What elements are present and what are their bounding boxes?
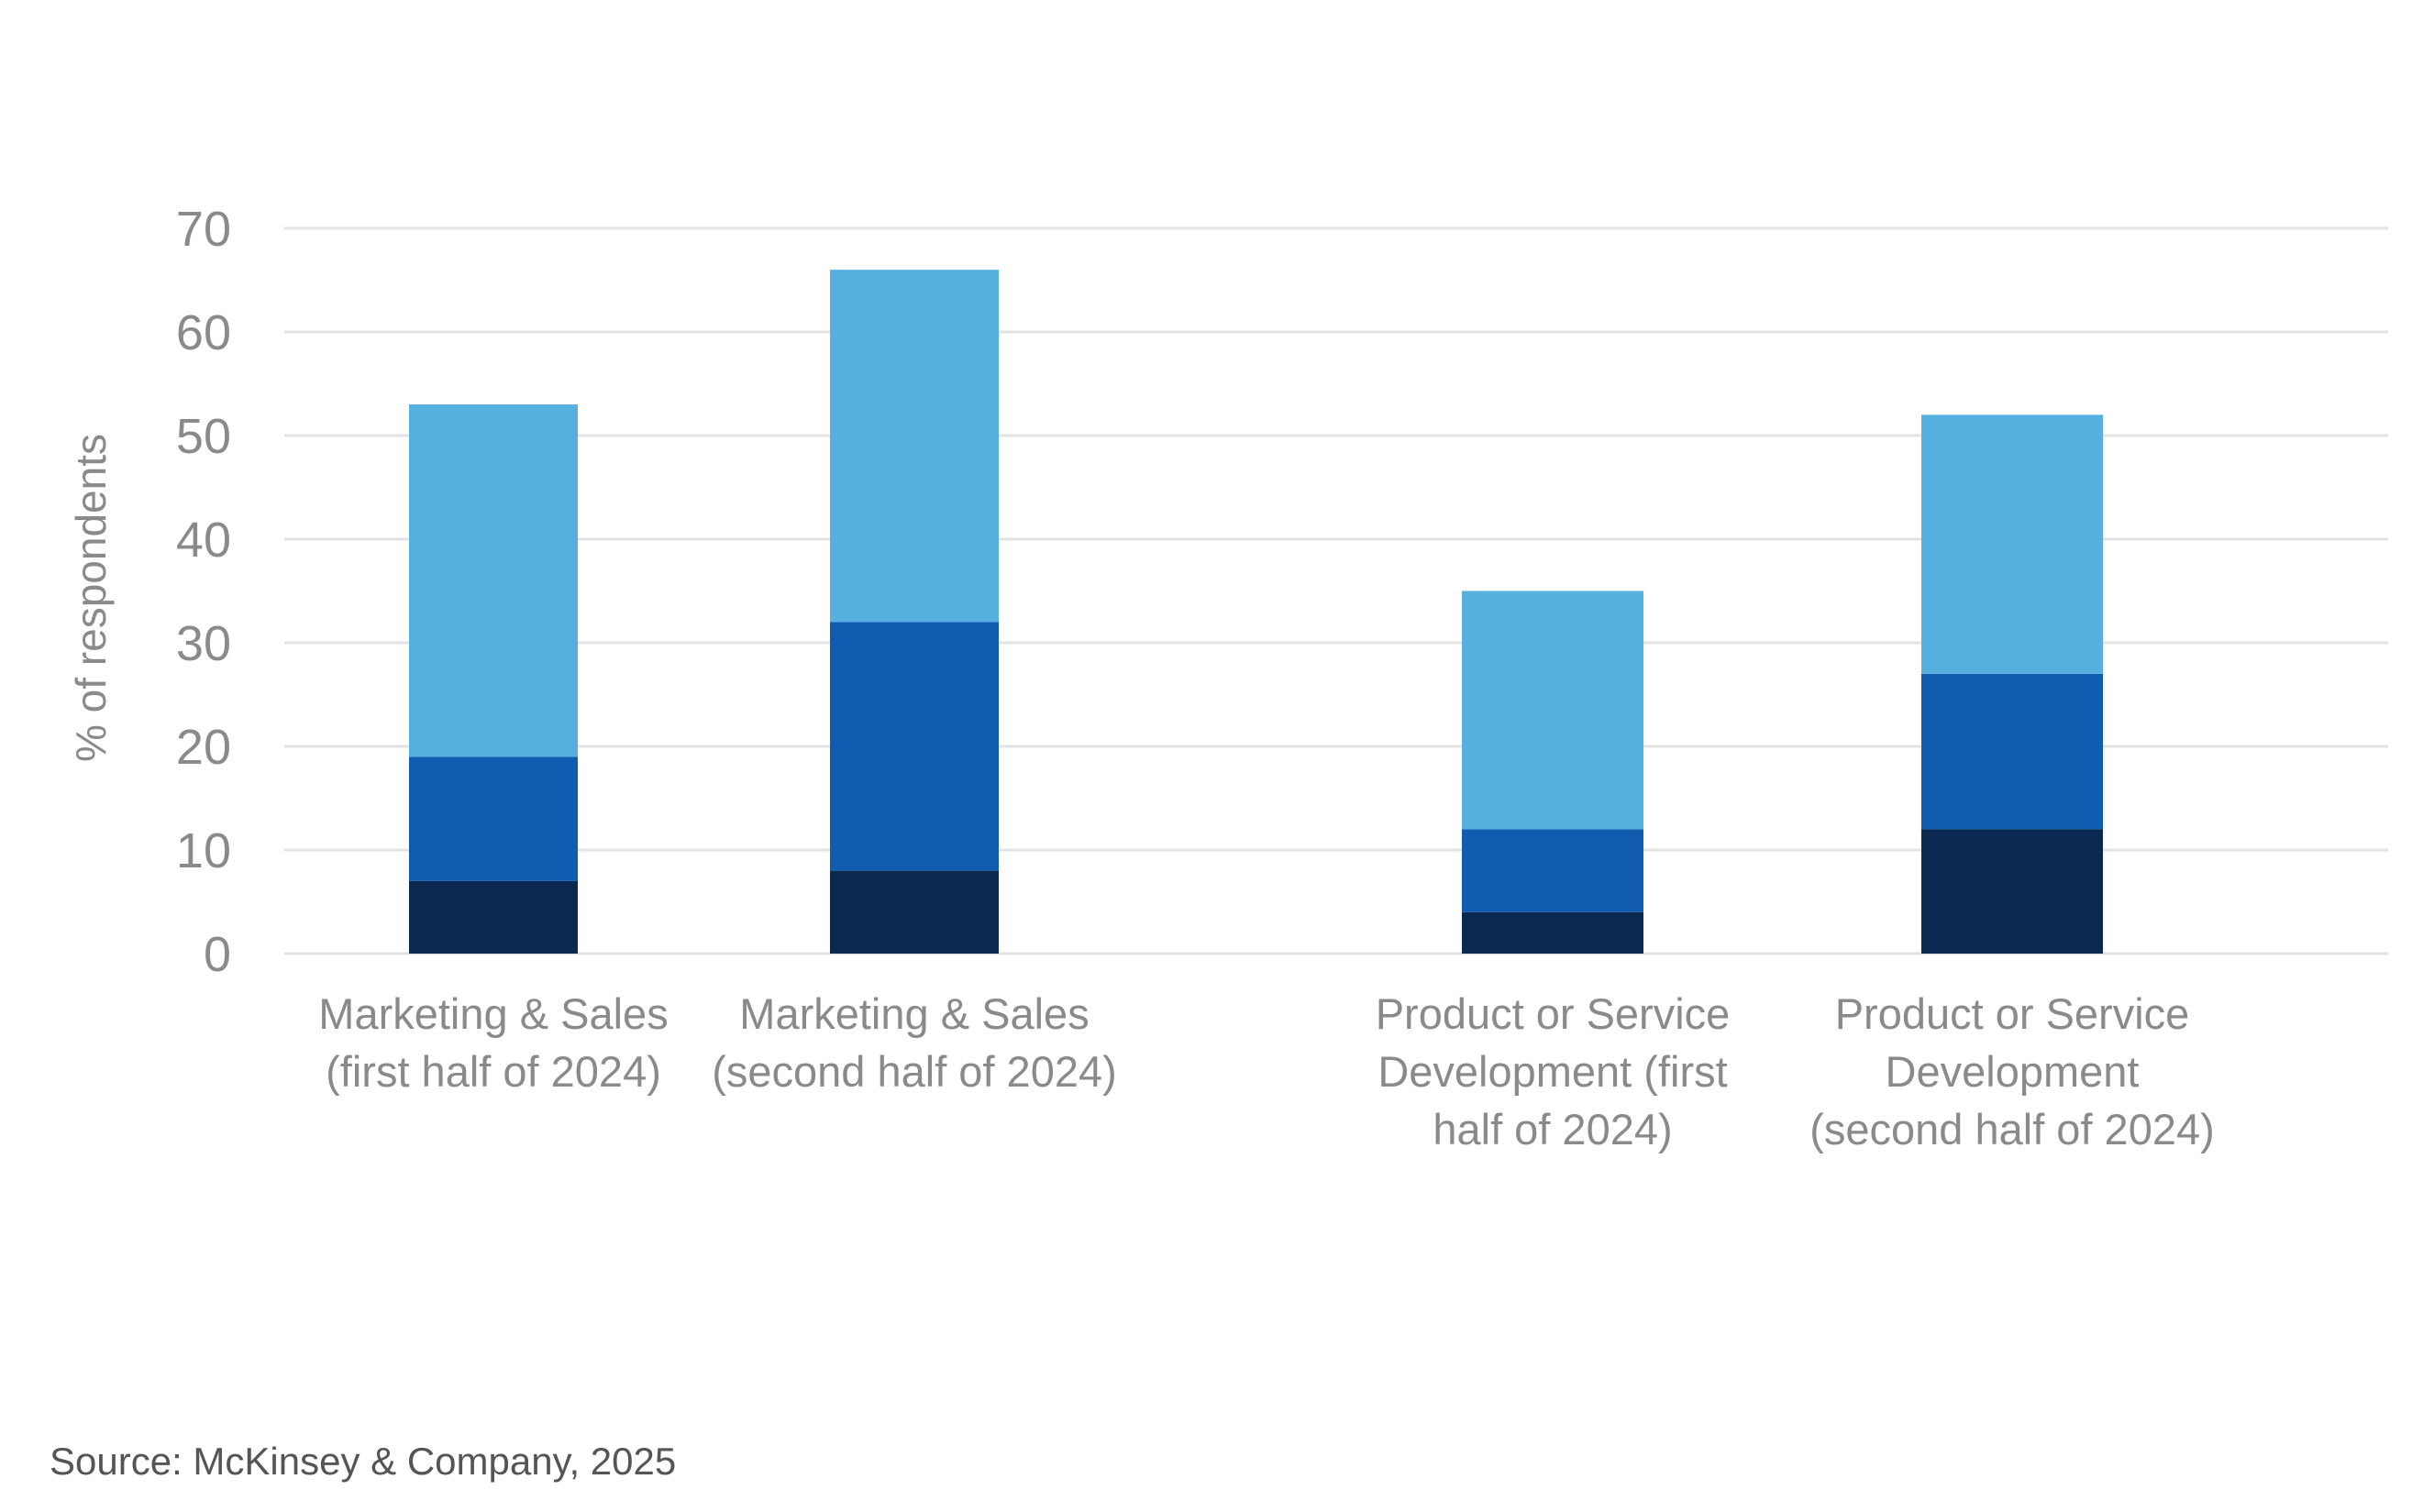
bar-segment-1-2 — [830, 270, 999, 623]
bars — [409, 270, 2103, 954]
y-tick-label: 10 — [176, 823, 231, 878]
bar-segment-1-0 — [830, 870, 999, 954]
x-category-label: Marketing & Sales (first half of 2024) — [318, 989, 668, 1096]
bar-segment-3-1 — [1921, 673, 2103, 830]
x-category-label-line: Product or Service — [1835, 989, 2190, 1038]
y-tick-label: 30 — [176, 616, 231, 671]
y-axis-label: % of respondents — [67, 434, 115, 762]
bar-segment-3-0 — [1921, 829, 2103, 954]
y-tick-label: 0 — [204, 927, 231, 982]
gridlines — [284, 226, 2388, 955]
bar-segment-0-0 — [409, 880, 578, 954]
bar-segment-3-2 — [1921, 414, 2103, 674]
bar-segment-0-2 — [409, 404, 578, 757]
y-tick-label: 20 — [176, 720, 231, 775]
x-category-label-line: (second half of 2024) — [1809, 1105, 2215, 1153]
x-category-label-line: (second half of 2024) — [712, 1047, 1117, 1096]
bar-segment-1-1 — [830, 622, 999, 871]
y-axis-ticks: 0 10 20 30 40 50 60 70 — [176, 202, 231, 982]
x-category-label-line: Development (first — [1377, 1047, 1727, 1096]
x-category-label-line: Marketing & Sales — [318, 989, 668, 1038]
y-tick-label: 60 — [176, 305, 231, 360]
bar-segment-2-1 — [1462, 829, 1643, 912]
bar-segment-0-1 — [409, 756, 578, 881]
y-tick-label: 70 — [176, 202, 231, 257]
y-tick-label: 40 — [176, 513, 231, 568]
x-category-label-line: (first half of 2024) — [326, 1047, 661, 1096]
x-category-label-line: Product or Service — [1376, 989, 1731, 1038]
x-category-label-line: Marketing & Sales — [739, 989, 1089, 1038]
x-category-label-line: half of 2024) — [1433, 1105, 1672, 1153]
source-note: Source: McKinsey & Company, 2025 — [50, 1440, 676, 1483]
bar-segment-2-2 — [1462, 590, 1643, 830]
bar-segment-2-0 — [1462, 911, 1643, 954]
x-category-label-line: Development — [1886, 1047, 2140, 1096]
x-category-label: Product or Service Development (second hal… — [1809, 989, 2215, 1153]
x-category-label: Marketing & Sales (second half of 2024) — [712, 989, 1117, 1096]
y-tick-label: 50 — [176, 409, 231, 464]
x-axis-labels: Marketing & Sales (first half of 2024)Mar… — [318, 989, 2214, 1153]
x-category-label: Product or Service Development (first half… — [1376, 989, 1731, 1153]
